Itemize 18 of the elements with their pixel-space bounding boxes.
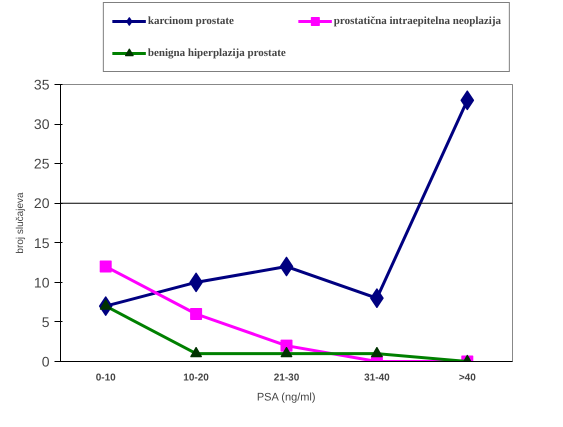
- y-tick-label: 30: [34, 116, 50, 132]
- y-tick-label: 10: [34, 274, 50, 290]
- x-tick-label: >40: [458, 372, 476, 384]
- x-tick-label: 31-40: [364, 372, 390, 384]
- legend-label: benigna hiperplazija prostate: [148, 47, 286, 59]
- x-tick-label: 0-10: [96, 372, 116, 384]
- x-tick-label: 10-20: [183, 372, 210, 384]
- y-tick-label: 35: [34, 76, 50, 92]
- y-tick-label: 0: [42, 354, 50, 370]
- y-tick-label: 5: [42, 314, 50, 330]
- x-axis-title: PSA (ng/ml): [256, 392, 316, 404]
- legend-label: karcinom prostate: [148, 15, 234, 27]
- x-tick-label: 21-30: [274, 372, 300, 384]
- y-axis-title: broj slučajeva: [14, 192, 26, 254]
- y-tick-label: 15: [34, 234, 50, 251]
- legend-label: prostatična intraepitelna neoplazija: [334, 15, 501, 27]
- y-tick-label: 20: [34, 195, 50, 212]
- y-tick-label: 25: [34, 156, 50, 172]
